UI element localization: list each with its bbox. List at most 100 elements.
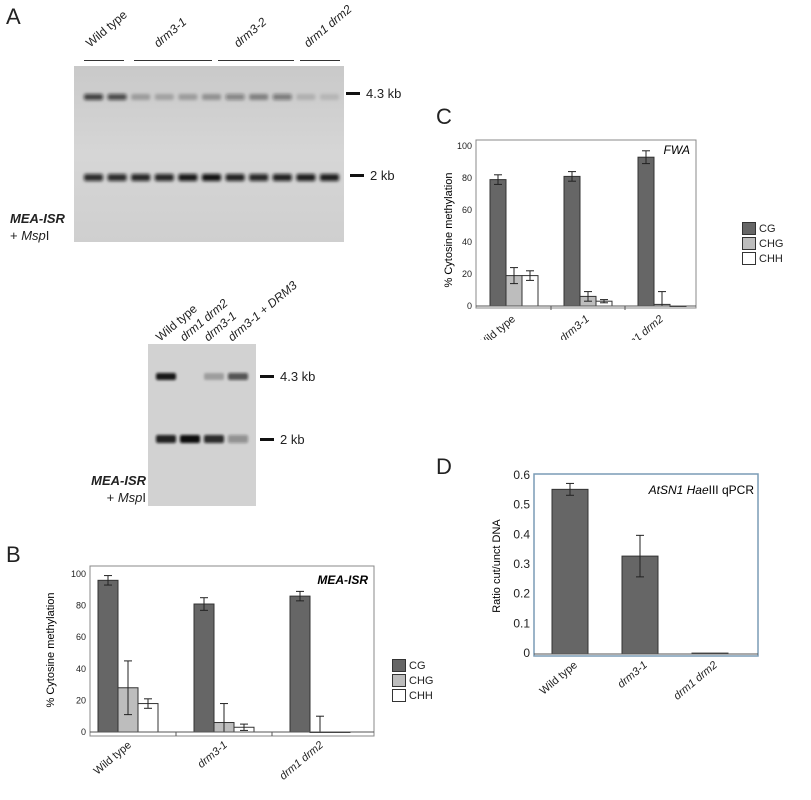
x-category-label: Wild type: [92, 739, 134, 777]
y-tick-label: 20: [462, 269, 472, 279]
legend-c-item-chh: CHH: [742, 251, 783, 266]
x-category-label: Wild type: [476, 313, 518, 340]
bottom-gel-image: [148, 344, 256, 506]
gel-band-lower: [272, 174, 292, 181]
gel-band-upper: [296, 94, 316, 100]
bottom-gel-probe-label: MEA-ISR + MspI: [70, 472, 146, 506]
y-tick-label: 60: [76, 632, 86, 642]
gel-band-upper: [249, 94, 269, 100]
chart-d-title-italic: AtSN1 Hae: [648, 483, 709, 497]
bottom-gel-marker-high-label: 4.3 kb: [280, 369, 316, 384]
panel-letter-d: D: [436, 454, 452, 479]
gel-band-lower: [178, 174, 198, 181]
group-underline: [134, 60, 212, 61]
chart-c-title: FWA: [664, 143, 690, 157]
x-category-label: drm3-1: [196, 739, 230, 771]
gel-band-lower: [154, 174, 174, 181]
legend-label: CHG: [409, 674, 434, 687]
gel-band-lower: [204, 435, 224, 443]
legend-swatch: [742, 222, 756, 235]
legend-c: CG CHG CHH: [742, 221, 783, 266]
gel-band-lower: [131, 174, 151, 181]
top-gel-probe-name: MEA-ISR: [10, 211, 65, 226]
top-gel-probe-label: MEA-ISR + MspI: [10, 210, 65, 244]
gel-band-upper: [320, 94, 339, 100]
chart-c-frame: [475, 139, 697, 309]
bottom-gel-probe-name: MEA-ISR: [91, 473, 146, 488]
legend-c-item-chg: CHG: [742, 236, 783, 251]
y-tick-label: 0.5: [513, 498, 530, 512]
gel-band-lower: [156, 435, 176, 443]
x-category-label: drm1 drm2: [671, 659, 719, 702]
y-tick-label: 20: [76, 695, 86, 705]
gel-band-lower: [296, 174, 316, 181]
gel-band-upper: [178, 94, 198, 100]
x-category-label: drm3-1: [616, 659, 650, 691]
chart-d-title: AtSN1 HaeIII qPCR: [648, 483, 755, 497]
bottom-gel-marker-low: 2 kb: [260, 432, 305, 447]
gel-band-lower: [84, 174, 103, 181]
gel-band-upper: [228, 373, 248, 380]
top-gel-marker-low: 2 kb: [350, 168, 395, 183]
bottom-gel-marker-high: 4.3 kb: [260, 369, 315, 384]
legend-b-item-chg: CHG: [392, 673, 433, 688]
gel-band-upper: [84, 94, 103, 100]
gel-band-upper: [202, 94, 221, 100]
panel-letter-a: A: [6, 4, 21, 29]
y-tick-label: 100: [457, 141, 472, 151]
legend-swatch: [392, 659, 406, 672]
bottom-gel-lane-label-3: drm3-1 + DRM3: [225, 278, 300, 344]
gel-band-upper: [156, 373, 176, 380]
chart-d-ylabel: Ratio cut/unct DNA: [491, 519, 503, 613]
gel-band-lower: [225, 174, 245, 181]
chart-b-title: MEA-ISR: [317, 573, 368, 587]
legend-b-item-cg: CG: [392, 658, 433, 673]
bottom-gel-marker-low-label: 2 kb: [280, 432, 305, 447]
chart-atsn1-qpcr: Ratio cut/unct DNA AtSN1 HaeIII qPCR 0 0.…: [491, 468, 759, 702]
y-tick-label: 0: [467, 301, 472, 311]
gel-band-upper: [154, 94, 174, 100]
chart-d-frame: [533, 473, 759, 657]
gel-band-lower: [202, 174, 221, 181]
gel-band-upper: [225, 94, 245, 100]
chart-b-frame: [89, 565, 375, 737]
legend-swatch: [742, 252, 756, 265]
top-gel-image: [74, 66, 344, 242]
y-tick-label: 60: [462, 205, 472, 215]
gel-band-upper: [107, 94, 127, 100]
gel-band-lower: [180, 435, 200, 443]
legend-label: CG: [409, 659, 426, 672]
gel-band-lower: [320, 174, 339, 181]
x-category-label: drm1 drm2: [617, 313, 665, 340]
chart-d-title-plain: III qPCR: [709, 483, 755, 497]
y-tick-label: 40: [462, 237, 472, 247]
gel-band-lower: [228, 435, 248, 443]
gel-band-lower: [107, 174, 127, 181]
bar: [97, 579, 119, 733]
gel-band-lower: [249, 174, 269, 181]
top-gel-enzyme: Msp: [21, 228, 46, 243]
top-gel-marker-high-label: 4.3 kb: [366, 86, 402, 101]
bar: [551, 488, 589, 655]
chart-b-ylabel: % Cytosine methylation: [45, 593, 57, 708]
legend-b-item-chh: CHH: [392, 688, 433, 703]
x-category-label: Wild type: [538, 659, 580, 697]
y-tick-label: 80: [462, 173, 472, 183]
legend-label: CHH: [409, 689, 433, 702]
y-tick-label: 0: [523, 646, 530, 660]
legend-label: CHH: [759, 252, 783, 265]
x-category-label: drm1 drm2: [277, 739, 325, 782]
legend-label: CHG: [759, 237, 784, 250]
group-underline: [218, 60, 294, 61]
y-tick-label: 0.6: [513, 468, 530, 482]
y-tick-label: 100: [71, 569, 86, 579]
top-gel-enzyme-prefix: +: [10, 228, 22, 243]
x-category-label: drm3-1: [558, 313, 592, 340]
top-gel-marker-high: 4.3 kb: [346, 86, 401, 101]
bottom-gel-enzyme: Msp: [117, 490, 143, 505]
bar: [637, 156, 655, 307]
chart-mea-isr-methylation: % Cytosine methylation MEA-ISR 0 20 40 60 80…: [45, 565, 375, 782]
top-gel-group-labels: Wild type drm3-1 drm3-2 drm1 drm2: [0, 0, 430, 70]
gel-band-upper: [272, 94, 292, 100]
top-gel-enzyme-suffix: I: [45, 228, 50, 243]
